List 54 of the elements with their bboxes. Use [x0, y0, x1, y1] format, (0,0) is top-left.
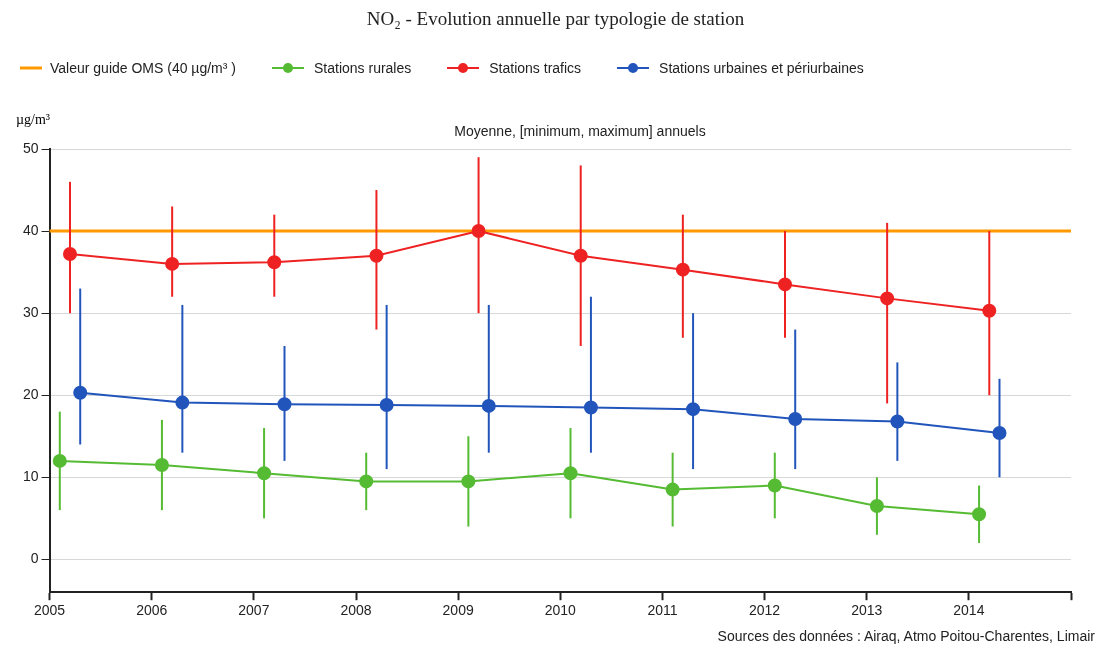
point	[788, 412, 803, 427]
x-tick-label: 2007	[238, 602, 270, 619]
x-tick-label: 2006	[136, 602, 168, 619]
point	[52, 453, 67, 468]
point	[583, 400, 598, 415]
point	[890, 414, 905, 429]
x-tick-label: 2010	[544, 602, 577, 619]
y-tick-label: 50	[22, 139, 39, 156]
legend-label: Stations urbaines et périurbaines	[659, 60, 864, 76]
point	[869, 499, 884, 514]
legend-label: Stations rurales	[314, 60, 412, 76]
chart-title: NO₂ - Evolution annuelle par typologie de station	[365, 8, 746, 30]
y-tick-label: 20	[22, 386, 39, 403]
point	[257, 466, 272, 481]
point	[154, 457, 169, 472]
x-tick-label: 2014	[953, 602, 985, 619]
point	[277, 397, 292, 412]
point	[73, 385, 88, 400]
y-tick-label: 10	[22, 468, 39, 485]
point	[992, 425, 1007, 440]
y-tick-label: 0	[30, 550, 39, 567]
y-tick-label: 30	[22, 304, 39, 321]
x-tick-label: 2008	[340, 602, 372, 619]
point	[778, 277, 792, 292]
point	[675, 262, 690, 277]
point	[481, 398, 496, 413]
point	[471, 224, 486, 239]
point	[767, 478, 782, 493]
x-tick-label: 2009	[442, 602, 474, 619]
point	[982, 303, 997, 318]
x-tick-label: 2005	[33, 602, 66, 619]
point	[175, 395, 190, 410]
point	[359, 474, 374, 489]
legend-label: Valeur guide OMS (40 µg/m³ )	[50, 60, 236, 76]
x-tick-label: 2012	[748, 602, 781, 619]
y-axis-title: µg/m³	[16, 112, 51, 128]
point	[63, 247, 77, 262]
chart-subtitle: Moyenne, [minimum, maximum] annuels	[453, 123, 707, 139]
point	[461, 474, 476, 489]
point	[369, 248, 384, 263]
x-tick-label: 2011	[647, 602, 678, 619]
y-tick-label: 40	[22, 221, 39, 238]
point	[165, 256, 180, 271]
point	[880, 291, 895, 306]
point	[972, 507, 987, 522]
point	[563, 466, 578, 481]
point	[573, 248, 588, 263]
point	[267, 255, 282, 270]
point	[379, 398, 394, 413]
point	[665, 482, 680, 497]
source-note: Sources des données : Airaq, Atmo Poitou-Charentes, Limair	[717, 628, 1095, 644]
legend-label: Stations trafics	[489, 60, 582, 76]
point	[686, 402, 701, 417]
x-tick-label: 2013	[851, 602, 883, 619]
